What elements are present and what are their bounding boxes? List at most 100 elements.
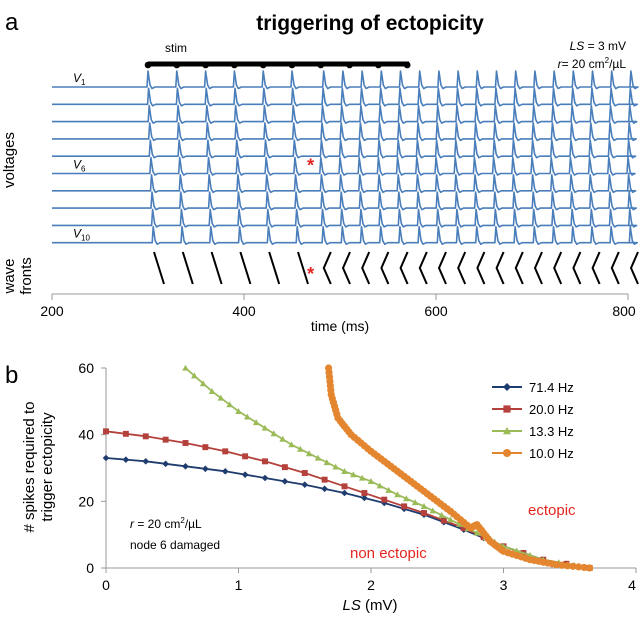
stim-pulse-1 (144, 61, 152, 69)
point-10-0-hz-85 (552, 561, 561, 569)
point-71-4-hz-2 (122, 456, 130, 463)
wave-front-16 (495, 251, 505, 285)
wave-front-1 (153, 251, 165, 285)
wave-front-9 (361, 251, 371, 285)
point-20-0-hz-14 (361, 490, 368, 496)
point-10-0-hz-88 (569, 562, 577, 570)
wave-front-onset-marker: * (307, 264, 314, 284)
stim-pulse-3 (202, 61, 209, 69)
stim-pulse-10 (403, 61, 411, 69)
point-71-4-hz-3 (142, 458, 150, 465)
panel-b-series (102, 364, 594, 572)
point-20-0-hz-7 (222, 448, 229, 455)
trace-label-1: V1 (73, 71, 86, 87)
legend-marker-71-4-hz (503, 383, 511, 391)
panel-a-x-tick-label-800: 800 (612, 303, 636, 319)
wave-front-20 (572, 251, 582, 285)
panel-b-x-tick-label-2: 2 (367, 577, 375, 593)
param-ls: LS = 3 mV (570, 39, 626, 53)
panel-b-x-tick-label-3: 3 (500, 577, 508, 593)
point-10-0-hz-90 (580, 563, 588, 572)
point-13-3-hz-2 (191, 372, 198, 379)
point-13-3-hz-22 (367, 478, 375, 484)
point-13-3-hz-28 (420, 503, 428, 509)
point-20-0-hz-10 (281, 464, 288, 471)
annotation-r: r = 20 cm2/µL (130, 516, 202, 531)
voltage-trace-9 (52, 208, 638, 228)
wave-front-18 (533, 251, 543, 285)
point-13-3-hz-6 (226, 401, 233, 408)
voltage-traces: * (52, 70, 639, 245)
panel-b-y-title-line2: trigger ectopicity (39, 412, 56, 522)
point-71-4-hz-8 (241, 471, 249, 478)
legend-label-10-0-hz: 10.0 Hz (529, 446, 574, 461)
panel-b-x-tick-label-0: 0 (102, 577, 110, 593)
point-71-4-hz-13 (341, 489, 348, 497)
voltages-axis-label: voltages (1, 132, 18, 188)
wave-front-22 (610, 251, 620, 285)
point-13-3-hz-15 (305, 450, 313, 457)
point-20-0-hz-1 (103, 428, 109, 435)
point-13-3-hz-14 (297, 445, 304, 452)
point-13-3-hz-7 (235, 408, 242, 414)
panel-b-y-tick-label-20: 20 (78, 493, 94, 509)
point-13-3-hz-1 (182, 364, 189, 371)
point-71-4-hz-14 (361, 494, 368, 502)
voltage-trace-8 (52, 191, 637, 211)
wave-fronts-label-line2: fronts (18, 257, 35, 295)
point-20-0-hz-3 (142, 433, 149, 440)
wave-front-14 (457, 251, 467, 285)
point-13-3-hz-16 (314, 454, 322, 461)
wave-front-15 (476, 251, 486, 285)
point-20-0-hz-15 (381, 496, 388, 503)
voltage-trace-10 (52, 225, 639, 245)
panel-a-x-tick-label-200: 200 (40, 303, 64, 319)
wave-front-7 (322, 251, 332, 285)
point-13-3-hz-34 (473, 529, 481, 536)
point-20-0-hz-5 (182, 440, 189, 446)
voltage-trace-4 (52, 122, 637, 142)
stim-pulse-4 (231, 61, 238, 69)
point-13-3-hz-26 (403, 495, 410, 502)
point-13-3-hz-25 (394, 491, 401, 498)
point-10-0-hz-87 (563, 562, 572, 570)
point-20-0-hz-17 (421, 510, 427, 516)
wave-front-2 (181, 251, 194, 285)
panel-a-x-tick-label-400: 400 (232, 303, 256, 319)
stim-pulse-2 (173, 61, 181, 69)
param-r: r= 20 cm2/µL (558, 56, 627, 71)
point-71-4-hz-10 (281, 478, 289, 485)
legend-marker-20-0-hz (503, 405, 511, 413)
point-13-3-hz-13 (288, 441, 295, 448)
point-20-0-hz-18 (440, 517, 447, 524)
wave-front-5 (268, 251, 281, 285)
point-13-3-hz-4 (208, 388, 216, 394)
trace-label-10: V10 (73, 227, 90, 243)
point-10-0-hz-91 (586, 564, 594, 572)
point-20-0-hz-4 (162, 436, 169, 443)
panel-b-x-title: LS (mV) (342, 597, 397, 614)
panel-b-label: b (5, 362, 18, 389)
point-20-0-hz-19 (460, 525, 467, 531)
point-13-3-hz-10 (261, 424, 269, 431)
point-13-3-hz-3 (199, 380, 207, 387)
wave-front-12 (418, 251, 428, 285)
stim-pulse-6 (288, 61, 296, 69)
wave-front-4 (239, 251, 252, 285)
point-13-3-hz-12 (279, 435, 286, 442)
panel-b-y-tick-label-60: 60 (78, 360, 94, 376)
legend-label-71-4-hz: 71.4 Hz (529, 380, 574, 395)
point-20-0-hz-11 (301, 470, 308, 476)
point-13-3-hz-5 (217, 394, 225, 401)
point-13-3-hz-17 (323, 459, 331, 466)
voltage-trace-6 (52, 156, 636, 176)
point-13-3-hz-21 (358, 474, 366, 481)
panel-b: b # spikes required to trigger ectopicit… (5, 360, 637, 614)
point-71-4-hz-4 (162, 460, 169, 468)
point-71-4-hz-5 (182, 463, 189, 470)
point-13-3-hz-18 (332, 463, 339, 470)
panel-b-x-tick-label-1: 1 (235, 577, 243, 593)
voltage-trace-3 (52, 104, 638, 124)
point-20-0-hz-13 (341, 483, 348, 490)
